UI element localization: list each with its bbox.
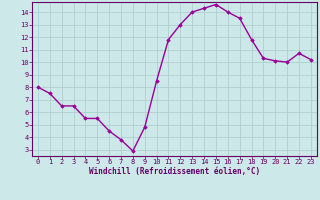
X-axis label: Windchill (Refroidissement éolien,°C): Windchill (Refroidissement éolien,°C) [89, 167, 260, 176]
